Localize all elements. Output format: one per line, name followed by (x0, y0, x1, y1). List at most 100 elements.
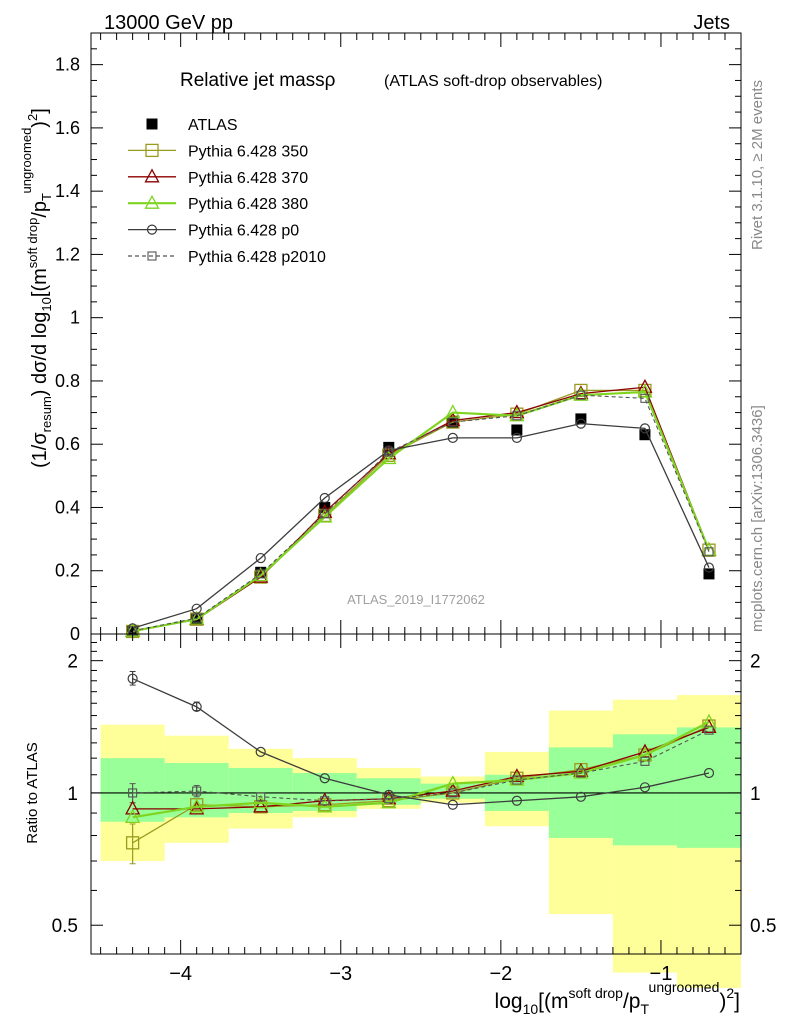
ratio-point (511, 795, 522, 806)
y-tick-label: 0.4 (55, 497, 80, 517)
ratio-panel: 0.5 0.5 1 1 2 2 −4 −3 −2 −1 Ratio to ATLAS log10[… (24, 633, 776, 1017)
data-point (701, 541, 717, 556)
legend-swatch-marker (147, 251, 157, 261)
legend-swatch-marker (144, 194, 160, 209)
ratio-y-tick-label: 0.5 (52, 916, 78, 937)
data-point (256, 569, 266, 579)
y-tick-label: 0.6 (55, 434, 80, 454)
x-tick-label: −1 (650, 963, 673, 985)
y-tick-label: 1.8 (55, 55, 80, 75)
data-point (447, 432, 458, 443)
header-observable: Jets (693, 12, 730, 34)
data-point (319, 492, 330, 504)
data-point (381, 450, 397, 465)
ratio-line (132, 678, 710, 806)
legend-swatch-marker (146, 118, 158, 130)
data-point (320, 509, 330, 519)
ratio-series-pythia-6-428-p2010 (128, 725, 714, 806)
ratio-point (576, 768, 586, 778)
legend-swatch-marker (146, 224, 158, 235)
data-point (511, 432, 522, 443)
data-point (192, 613, 202, 623)
ratio-point (447, 799, 458, 810)
ratio-point (192, 786, 202, 796)
data-point (512, 411, 522, 421)
ratio-point (128, 788, 138, 798)
mcplots-label: mcplots.cern.ch [arXiv:1306.3436] (749, 405, 766, 632)
main-panel: ATLAS_2019_I1772062 0 0.2 0.4 0.6 0.8 1 1.2 1.4… (19, 32, 742, 644)
ratio-point (637, 746, 653, 761)
legend-entry: Pythia 6.428 350 (128, 143, 308, 160)
ratio-point (448, 788, 458, 798)
ratio-point (640, 756, 650, 766)
ratio-point (573, 764, 589, 779)
ratio-point (125, 836, 140, 850)
ratio-point (445, 782, 461, 797)
legend-label: ATLAS (188, 117, 238, 134)
ratio-point (319, 773, 330, 784)
legend-label: Pythia 6.428 p2010 (188, 249, 326, 266)
ratio-point (704, 725, 714, 735)
ratio-point (125, 808, 141, 823)
data-point (446, 415, 460, 429)
legend-entry: Pythia 6.428 p2010 (128, 249, 326, 266)
header-process: 13000 GeV pp (104, 12, 233, 34)
rivet-label: Rivet 3.1.10, ≥ 2M events (749, 80, 766, 250)
ratio-point (253, 794, 269, 809)
ratio-line (132, 729, 710, 802)
legend-label: Pythia 6.428 p0 (188, 223, 299, 240)
data-point (573, 385, 589, 400)
ratio-series-pythia-6-428-380 (125, 713, 717, 823)
data-point (573, 386, 589, 401)
x-tick-label: −2 (489, 963, 512, 985)
y-tick-label: 1 (70, 308, 80, 328)
y-tick-label: 0.2 (55, 561, 80, 581)
series-pythia-6-428-p2010 (128, 390, 714, 636)
data-point (703, 562, 715, 573)
data-point (253, 567, 269, 582)
legend-label: Pythia 6.428 380 (188, 196, 308, 213)
ratio-point (384, 794, 394, 804)
data-point (448, 417, 458, 427)
legend-entry: ATLAS (146, 117, 238, 134)
ratio-y-tick-label: 2 (67, 652, 78, 673)
ratio-y-tick-label-right: 0.5 (750, 916, 776, 937)
ratio-point (703, 767, 715, 779)
uncertainty-band-inner (612, 734, 677, 846)
x-tick-label: −3 (329, 963, 352, 985)
legend-label: Pythia 6.428 370 (188, 170, 308, 187)
data-point (511, 424, 523, 436)
ratio-point (320, 796, 330, 806)
y-tick-label: 1.6 (55, 118, 80, 138)
ratio-point (509, 771, 525, 786)
y-tick-label: 0 (70, 624, 80, 644)
ratio-point (189, 798, 205, 813)
data-point (189, 610, 205, 625)
series-pythia-6-428-p0 (127, 418, 715, 634)
chart-title-main: Relative jet massρ (180, 70, 336, 91)
data-point (640, 393, 650, 403)
legend-entry: Pythia 6.428 380 (128, 194, 308, 213)
ratio-point (317, 798, 333, 813)
data-point (576, 390, 586, 400)
x-tick-label: −4 (169, 963, 192, 985)
ratio-point (701, 713, 717, 728)
ratio-y-tick-label-right: 2 (750, 652, 761, 673)
series-line (132, 390, 710, 633)
ratio-point (253, 798, 269, 813)
data-point (191, 603, 202, 614)
series-line (132, 422, 710, 629)
ratio-line (132, 726, 710, 810)
ratio-y-tick-label-right: 1 (750, 784, 761, 805)
data-point (703, 568, 715, 580)
series-line (132, 394, 710, 632)
data-point (445, 412, 461, 427)
ratio-point (255, 746, 266, 757)
ratio-point (256, 792, 266, 802)
data-point (704, 547, 714, 557)
data-point (574, 383, 588, 398)
ratio-line (132, 721, 710, 819)
y-tick-label: 0.8 (55, 371, 80, 391)
series-pythia-6-428-380 (125, 383, 717, 637)
data-point (317, 508, 333, 523)
